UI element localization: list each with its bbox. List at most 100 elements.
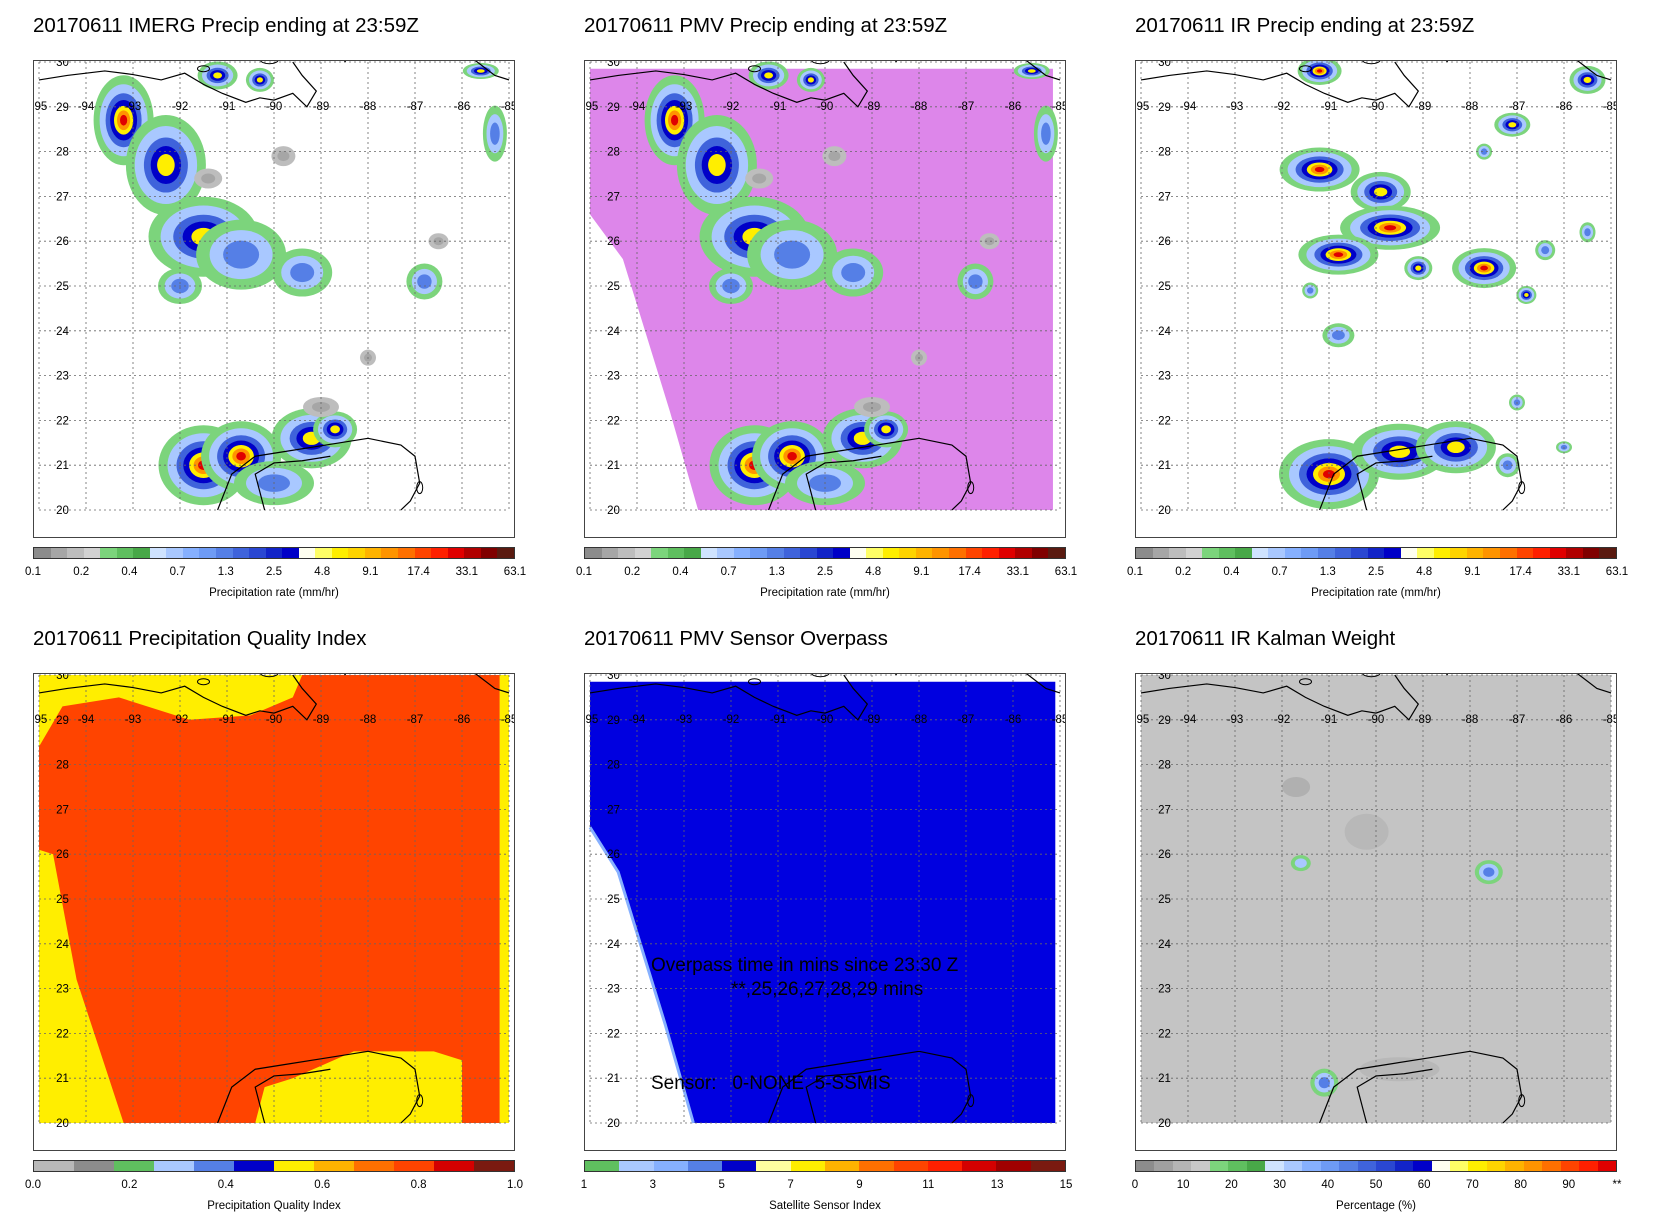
lat-label: 24 — [607, 326, 620, 338]
colorbar-swatch — [1301, 548, 1319, 558]
lon-label: -88 — [911, 714, 928, 726]
colorbar-swatch — [331, 548, 349, 558]
colorbar-swatch — [232, 548, 250, 558]
colorbar-swatch — [1246, 1161, 1266, 1171]
lon-label: -90 — [817, 101, 834, 113]
lat-label: 20 — [1158, 1118, 1171, 1130]
colorbar-swatch — [1228, 1161, 1247, 1171]
colorbar-swatch — [962, 1161, 997, 1171]
colorbar-swatch — [398, 548, 415, 558]
lon-label: -88 — [1462, 714, 1479, 726]
sensor-legend-text: Sensor: 0-NONE 5-SSMIS — [651, 1073, 891, 1094]
colorbar-tick-label: 0.1 — [1127, 566, 1143, 578]
lon-label: -86 — [1556, 101, 1573, 113]
lake-outline — [1299, 678, 1312, 686]
island-outline — [1518, 481, 1526, 495]
lon-label: -89 — [313, 714, 330, 726]
island-outline — [416, 1094, 424, 1108]
colorbar-label: Precipitation Quality Index — [207, 1200, 341, 1212]
colorbar-swatch — [634, 548, 652, 558]
colorbar-tick-label: 9.1 — [1464, 566, 1481, 578]
lat-label: 27 — [56, 191, 69, 203]
colorbar-swatch — [1191, 1161, 1210, 1171]
lat-label: 22 — [1158, 415, 1171, 427]
colorbar-ticks: 0.1 0.2 0.4 0.7 1.3 2.5 4.8 9.1 17.4 33.1 63.1 — [25, 566, 526, 580]
colorbar-swatch — [1172, 1161, 1192, 1171]
panel-pqi: 20170611 Precipitation Quality Index -95… — [0, 613, 560, 1213]
colorbar-tick-label: 0.7 — [1271, 566, 1288, 578]
colorbar-swatch — [1339, 1161, 1358, 1171]
colorbar-swatch — [1334, 548, 1352, 558]
colorbar-tick-label: 0.2 — [624, 566, 641, 578]
lon-label: -93 — [676, 714, 693, 726]
colorbar-swatch — [1351, 548, 1368, 558]
lon-label: -86 — [1005, 101, 1022, 113]
colorbar-tick-label: 17.4 — [1509, 566, 1532, 578]
lat-label: 21 — [1158, 1073, 1171, 1085]
panel-sensor: 20170611 PMV Sensor Overpass -95-94-93-9… — [551, 613, 1111, 1213]
island-outline — [1518, 1094, 1526, 1108]
colorbar-swatch — [154, 1161, 194, 1171]
colorbar-swatch — [1542, 1161, 1561, 1171]
lat-label: 25 — [607, 281, 620, 293]
sensor-edge — [588, 826, 695, 1124]
lat-label: 28 — [607, 147, 620, 159]
lat-label: 22 — [56, 1028, 69, 1040]
colorbar-swatch — [1048, 548, 1065, 558]
lat-label: 30 — [1158, 60, 1171, 69]
lon-label: -88 — [360, 714, 377, 726]
colorbar-swatch — [1417, 548, 1434, 558]
colorbar-swatch — [149, 548, 167, 558]
colorbar-tick-label: 33.1 — [1557, 566, 1580, 578]
map-ir: -95 -94 -93 -92 -91 -90 -89 -88 -87 -86 -85 30 29 28 2… — [1135, 60, 1617, 538]
colorbar-swatch — [949, 548, 966, 558]
colorbar-tick-label: 80 — [1514, 1179, 1527, 1191]
lon-label: -94 — [1180, 101, 1197, 113]
colorbar-swatch — [1431, 1161, 1450, 1171]
colorbar-tick-label: 0 — [1131, 1179, 1139, 1191]
colorbar-tick-label: 0.2 — [121, 1179, 138, 1191]
colorbar-tick-label: 11 — [922, 1179, 935, 1191]
colorbar-swatch — [1284, 548, 1302, 558]
colorbar-swatch — [431, 548, 448, 558]
colorbar-swatch — [1466, 548, 1484, 558]
colorbar-swatch — [899, 548, 916, 558]
lat-label: 30 — [607, 60, 620, 69]
lon-label: -95 — [1135, 714, 1149, 726]
colorbar-swatch — [1235, 548, 1252, 558]
lat-label: 23 — [1158, 984, 1171, 996]
lon-label: -92 — [172, 101, 189, 113]
lat-label: 25 — [1158, 894, 1171, 906]
colorbar-tick-label: 63.1 — [503, 566, 527, 578]
coastline-gulf-northeast — [1446, 673, 1612, 694]
lat-label: 29 — [56, 102, 69, 114]
colorbar-tick-label: 1 — [580, 1179, 588, 1191]
coastline-yucatan-inner — [1356, 455, 1433, 511]
colorbar-swatch — [849, 548, 867, 558]
panel-title: 20170611 IMERG Precip ending at 23:59Z — [33, 14, 419, 37]
colorbar-swatch — [1136, 548, 1153, 558]
lon-label: -87 — [407, 101, 424, 113]
panel-title: 20170611 IR Kalman Weight — [1135, 627, 1396, 650]
colorbar-swatch — [996, 1161, 1031, 1171]
coastline-yucatan-inner — [254, 455, 331, 511]
map-pqi: -95 -94 -93 -92 -91 -90 -89 -88 -87 -86 -85 30 29 28 2… — [33, 673, 515, 1151]
colorbar-swatch — [1579, 1161, 1598, 1171]
colorbar-swatch — [1468, 1161, 1487, 1171]
colorbar-label: Percentage (%) — [1336, 1200, 1416, 1212]
colorbar-tick-label: 1.3 — [768, 566, 785, 578]
colorbar-label: Satellite Sensor Index — [769, 1200, 881, 1212]
colorbar — [584, 547, 1066, 559]
lon-label: -94 — [629, 101, 646, 113]
colorbar-tick-label: 30 — [1273, 1179, 1286, 1191]
colorbar-tick-label: 33.1 — [1006, 566, 1029, 578]
colorbar-swatch — [394, 1161, 434, 1171]
colorbar-swatch — [1533, 548, 1550, 558]
colorbar-tick-label: 0.1 — [25, 566, 41, 578]
colorbar-ticks: 1 3 5 7 9 11 13 15 — [580, 1179, 1073, 1193]
colorbar-ticks: 0.1 0.2 0.4 0.7 1.3 2.5 4.8 9.1 17.4 33.1 63.1 — [576, 566, 1077, 580]
colorbar-swatch — [83, 548, 101, 558]
lake-outline — [748, 678, 761, 686]
colorbar-swatch — [1357, 1161, 1377, 1171]
lat-label: 30 — [607, 673, 620, 682]
